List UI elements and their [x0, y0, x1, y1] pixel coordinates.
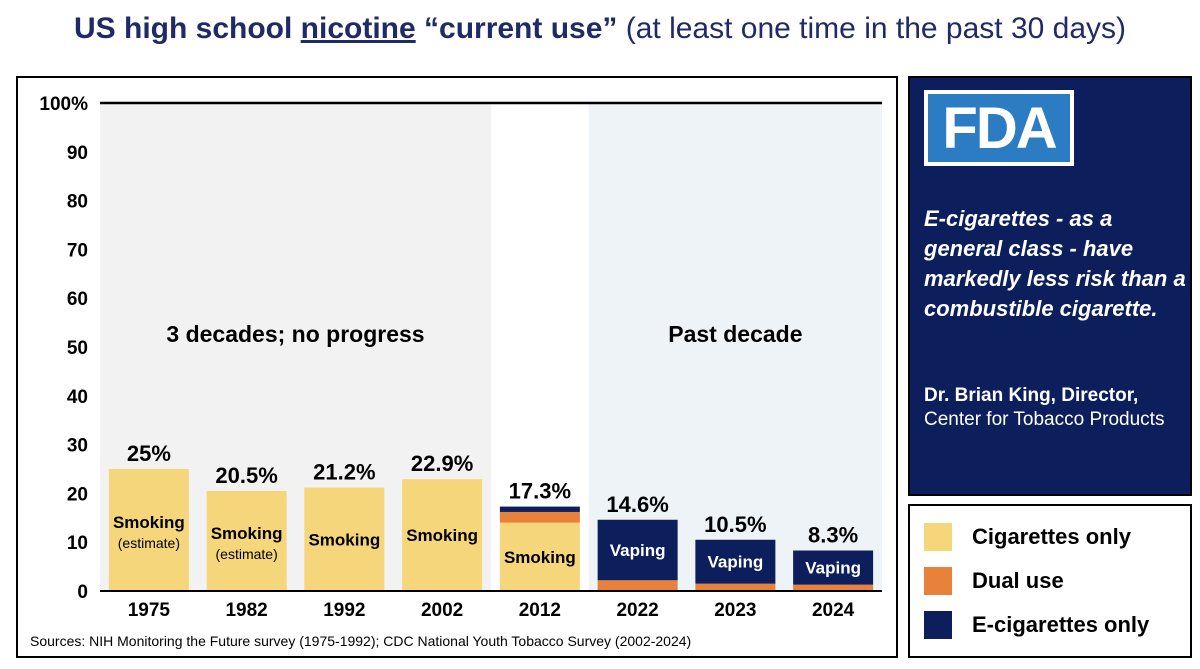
legend-swatch-e-cigarettes-only [924, 611, 952, 639]
bar-segment-cigarettes-only [402, 479, 483, 591]
total-label: 21.2% [313, 460, 375, 485]
bar-segment-e-cigarettes-only [597, 519, 678, 581]
y-tick-label: 70 [67, 240, 88, 261]
bar-label: Smoking [211, 524, 283, 543]
total-label: 25% [127, 441, 171, 466]
total-label: 20.5% [215, 463, 277, 488]
x-tick-label: 2002 [421, 600, 463, 621]
bar-chart: 0 10 20 30 40 50 60 70 80 90 100% 3 decades; no pro… [30, 94, 882, 649]
x-tick-label: 1992 [323, 600, 365, 621]
total-label: 17.3% [509, 479, 571, 504]
title-subtitle: (at least one time in the past 30 days) [617, 12, 1127, 45]
bar-label: Vaping [610, 541, 666, 560]
bar-segment-cigarettes-only [499, 522, 580, 591]
chart-panel: 0 10 20 30 40 50 60 70 80 90 100% 3 decades; no pro… [16, 76, 898, 658]
x-tick-label: 2024 [812, 600, 855, 621]
y-tick-label: 80 [67, 192, 88, 213]
x-tick-label: 2023 [714, 600, 756, 621]
y-tick-label: 0 [77, 582, 88, 603]
legend-item-e-cigarettes-only: E-cigarettes only [924, 610, 1149, 640]
bar-label: Smoking [113, 513, 185, 532]
total-label: 22.9% [411, 451, 473, 476]
bar-segment-e-cigarettes-only [499, 506, 580, 512]
bar-note: (estimate) [118, 535, 180, 551]
fda-quote-panel: FDA E-cigarettes - as a general class - … [908, 76, 1192, 496]
bar-segment-cigarettes-only [108, 469, 189, 591]
bar-segment-dual-use [695, 583, 776, 591]
y-tick-label: 10 [67, 533, 88, 554]
legend-label: Dual use [972, 568, 1064, 593]
y-tick-label: 90 [67, 143, 88, 164]
x-tick-label: 1975 [128, 600, 171, 621]
total-label: 14.6% [606, 492, 668, 517]
legend-item-dual-use: Dual use [924, 566, 1064, 596]
bar-segment-dual-use [793, 584, 874, 591]
legend-swatch-cigarettes-only [924, 523, 952, 551]
bar-segment-dual-use [499, 511, 580, 523]
x-tick-label: 1982 [225, 600, 267, 621]
bar-segment-e-cigarettes-only [695, 539, 776, 584]
fda-attribution: Dr. Brian King, Director, Center for Tob… [924, 384, 1186, 432]
chart-legend: Cigarettes only Dual use E-cigarettes on… [908, 504, 1192, 658]
legend-swatch-dual-use [924, 567, 952, 595]
bar-segment-cigarettes-only [304, 487, 385, 591]
bar-label: Smoking [504, 548, 576, 567]
y-tick-label: 100% [39, 94, 88, 115]
annotation-three-decades: 3 decades; no progress [166, 321, 424, 347]
y-tick-label: 50 [67, 338, 88, 359]
bar-segment-e-cigarettes-only [793, 550, 874, 585]
source-note: Sources: NIH Monitoring the Future surve… [30, 633, 691, 649]
title-part2: “current use” [415, 12, 618, 45]
y-tick-label: 60 [67, 289, 88, 310]
bar-segment-cigarettes-only [206, 490, 287, 591]
legend-item-cigarettes-only: Cigarettes only [924, 522, 1131, 552]
shade-past-decade [588, 103, 882, 591]
total-label: 8.3% [808, 522, 858, 547]
bar-label: Vaping [708, 553, 764, 572]
bar-label: Smoking [308, 530, 380, 549]
total-label: 10.5% [704, 512, 766, 537]
legend-label: Cigarettes only [972, 524, 1131, 549]
fda-quote-text: E-cigarettes - as a general class - have… [924, 206, 1186, 321]
bar-note: (estimate) [216, 546, 278, 562]
x-tick-label: 2022 [616, 600, 658, 621]
fda-logo-text: FDA [928, 94, 1070, 162]
attribution-name: Dr. Brian King, Director, [924, 385, 1139, 406]
title-part1: US high school [73, 12, 301, 45]
fda-logo: FDA [924, 90, 1074, 166]
x-tick-label: 2012 [519, 600, 561, 621]
bar-label: Vaping [805, 559, 861, 578]
annotation-past-decade: Past decade [668, 321, 802, 347]
y-tick-label: 20 [67, 484, 88, 505]
bar-segment-dual-use [597, 580, 678, 591]
page-title: US high school nicotine “current use” (a… [0, 12, 1200, 46]
title-underlined: nicotine [300, 12, 416, 45]
attribution-org: Center for Tobacco Products [924, 409, 1165, 430]
y-tick-label: 30 [67, 436, 88, 457]
y-tick-label: 40 [67, 387, 88, 408]
bar-label: Smoking [406, 526, 478, 545]
legend-label: E-cigarettes only [972, 612, 1150, 637]
